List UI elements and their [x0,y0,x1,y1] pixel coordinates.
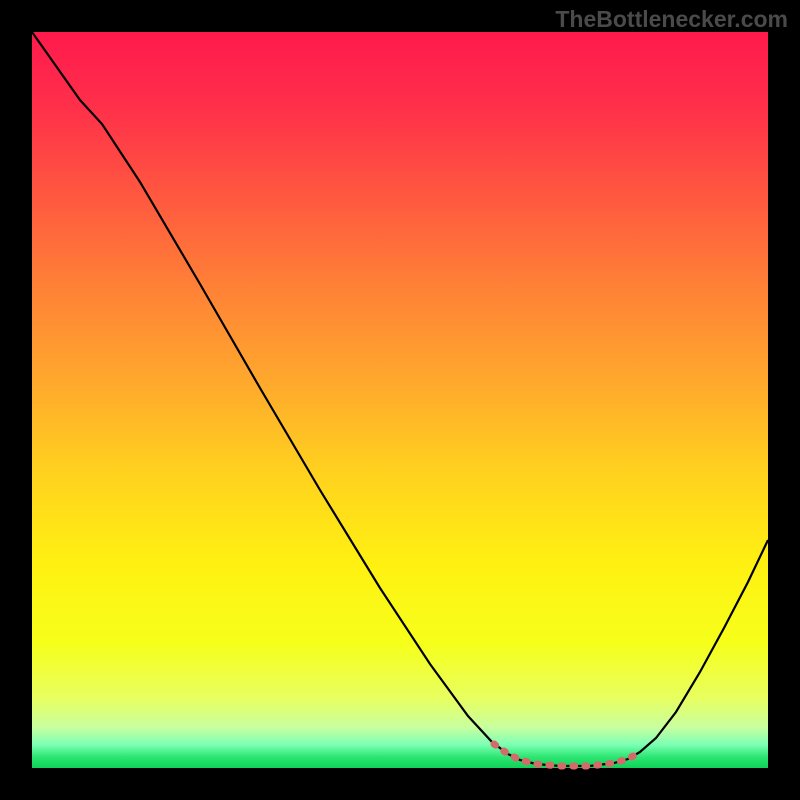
chart-svg [0,0,800,800]
plot-area [32,32,768,768]
watermark-text: TheBottlenecker.com [555,6,788,33]
chart-container: TheBottlenecker.com [0,0,800,800]
